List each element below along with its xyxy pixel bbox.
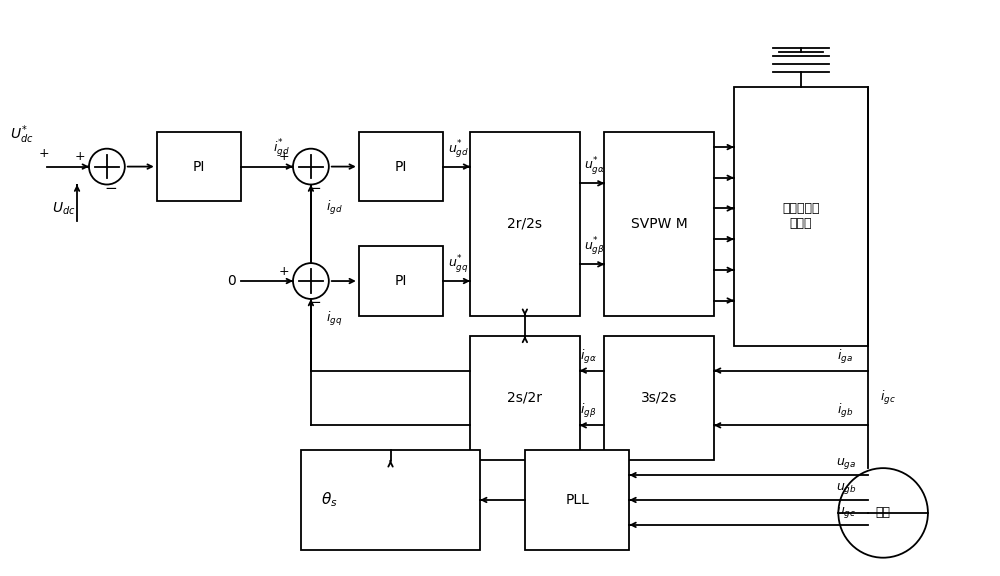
Circle shape [89, 149, 125, 184]
Bar [470, 132, 580, 316]
Bar [604, 132, 714, 316]
Text: 电网: 电网 [876, 506, 891, 520]
Circle shape [838, 468, 928, 558]
Bar [734, 87, 868, 346]
Text: $u_{ga}$: $u_{ga}$ [836, 456, 856, 471]
Text: +: + [278, 264, 289, 278]
Text: $i_{gd}^{*}$: $i_{gd}^{*}$ [273, 138, 289, 160]
Text: $u_{gc}$: $u_{gc}$ [836, 505, 856, 520]
Text: $U_{dc}$: $U_{dc}$ [52, 200, 76, 217]
Bar [525, 450, 629, 550]
Text: 0: 0 [228, 274, 236, 288]
Bar [359, 246, 443, 316]
Text: $u_{gq}^{*}$: $u_{gq}^{*}$ [448, 253, 469, 275]
Text: 2r/2s: 2r/2s [507, 217, 542, 231]
Text: PLL: PLL [565, 493, 589, 507]
Text: 交流励磁系
统网侧: 交流励磁系 统网侧 [782, 202, 820, 230]
Circle shape [293, 149, 329, 184]
Text: −: − [309, 181, 321, 196]
Text: $i_{g\beta}$: $i_{g\beta}$ [580, 403, 597, 420]
Text: $i_{ga}$: $i_{ga}$ [837, 348, 853, 366]
Text: $i_{gc}$: $i_{gc}$ [880, 389, 896, 407]
Text: $u_{gb}$: $u_{gb}$ [836, 480, 856, 495]
Text: +: + [39, 147, 50, 160]
Text: +: + [74, 150, 85, 163]
Circle shape [293, 263, 329, 299]
Bar [359, 132, 443, 202]
Bar [301, 450, 480, 550]
Text: +: + [278, 150, 289, 163]
Text: $i_{gb}$: $i_{gb}$ [837, 403, 853, 420]
Text: $U_{dc}^{*}$: $U_{dc}^{*}$ [10, 123, 34, 146]
Text: PI: PI [193, 160, 205, 173]
Text: $i_{gd}$: $i_{gd}$ [326, 199, 342, 217]
Text: $i_{gq}$: $i_{gq}$ [326, 310, 342, 328]
Text: 3s/2s: 3s/2s [641, 391, 677, 405]
Text: PI: PI [395, 160, 407, 173]
Text: $u_{g\beta}^{*}$: $u_{g\beta}^{*}$ [584, 236, 605, 259]
Text: PI: PI [395, 274, 407, 288]
Text: $u_{g\alpha}^{*}$: $u_{g\alpha}^{*}$ [584, 156, 605, 177]
Text: SVPW M: SVPW M [631, 217, 688, 231]
Bar [604, 336, 714, 460]
Text: $u_{gd}^{*}$: $u_{gd}^{*}$ [448, 139, 469, 161]
Bar [157, 132, 241, 202]
Text: −: − [309, 295, 321, 310]
Text: −: − [105, 181, 117, 196]
Text: $\theta_s$: $\theta_s$ [321, 491, 338, 509]
Text: 2s/2r: 2s/2r [507, 391, 542, 405]
Text: $i_{g\alpha}$: $i_{g\alpha}$ [580, 348, 597, 366]
Bar [470, 336, 580, 460]
